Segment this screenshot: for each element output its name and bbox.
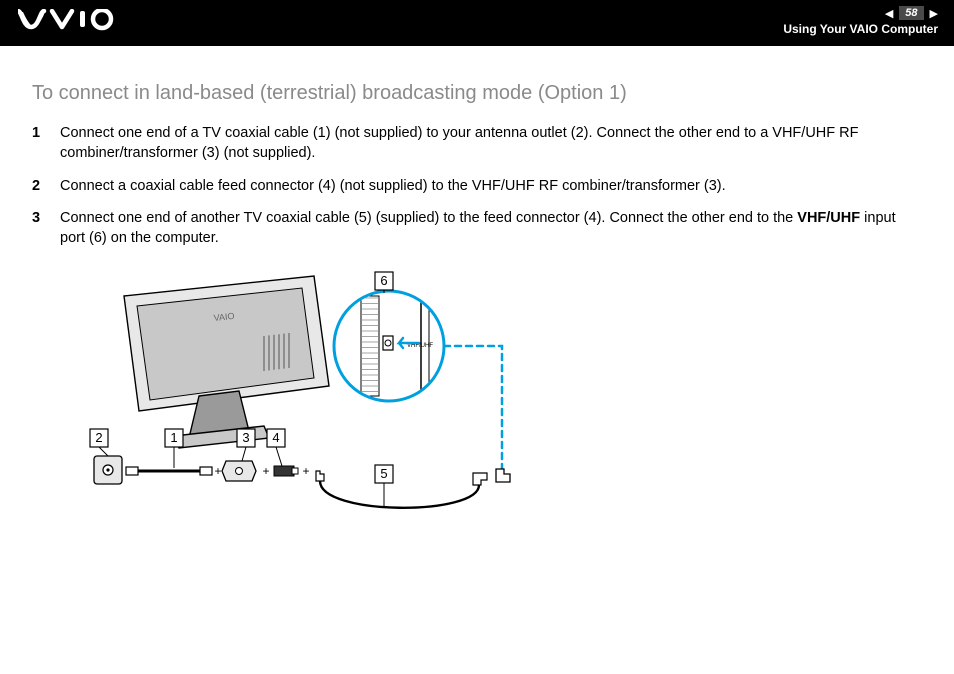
svg-text:5: 5 <box>380 466 387 481</box>
step-item: Connect a coaxial cable feed connector (… <box>32 176 922 196</box>
svg-text:4: 4 <box>272 430 279 445</box>
step-text: Connect one end of a TV coaxial cable (1… <box>60 125 858 161</box>
page-heading: To connect in land-based (terrestrial) b… <box>32 82 922 105</box>
step-list: Connect one end of a TV coaxial cable (1… <box>32 123 922 248</box>
step-item: Connect one end of a TV coaxial cable (1… <box>32 123 922 164</box>
svg-text:+: + <box>214 464 221 478</box>
page-nav: ◀ 58 ▶ <box>783 6 938 20</box>
svg-text:1: 1 <box>170 430 177 445</box>
page-content: To connect in land-based (terrestrial) b… <box>0 46 954 531</box>
svg-text:+: + <box>262 464 269 478</box>
page-number-badge: 58 <box>899 6 923 20</box>
svg-text:2: 2 <box>95 430 102 445</box>
vaio-logo <box>18 9 128 38</box>
prev-page-arrow[interactable]: ◀ <box>885 7 893 20</box>
svg-text:3: 3 <box>242 430 249 445</box>
section-label: Using Your VAIO Computer <box>783 22 938 36</box>
step-text: Connect one end of another TV coaxial ca… <box>60 210 797 226</box>
svg-text:+: + <box>302 464 309 478</box>
step-bold: VHF/UHF <box>797 210 860 226</box>
step-item: Connect one end of another TV coaxial ca… <box>32 208 922 249</box>
header-right: ◀ 58 ▶ Using Your VAIO Computer <box>783 6 938 36</box>
header-bar: ◀ 58 ▶ Using Your VAIO Computer <box>0 0 954 46</box>
next-page-arrow[interactable]: ▶ <box>930 7 938 20</box>
step-text: Connect a coaxial cable feed connector (… <box>60 178 726 194</box>
connection-diagram: VAIOVHF/UHF+++621345 <box>84 266 922 531</box>
svg-text:6: 6 <box>380 273 387 288</box>
